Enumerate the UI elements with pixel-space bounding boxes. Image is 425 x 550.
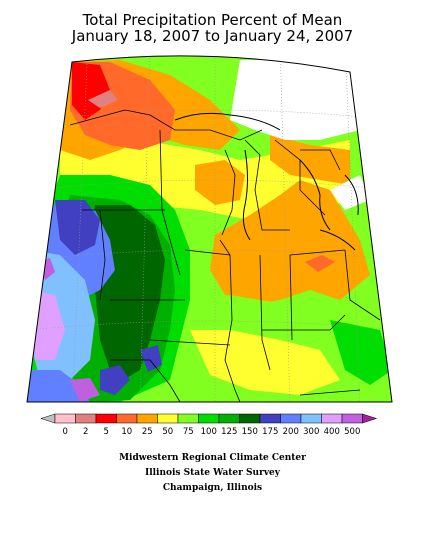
- legend-tick-label: 400: [324, 427, 340, 437]
- legend-swatch: [280, 413, 302, 424]
- color-legend: 0 2 5 10 25 50 75 100 125 150 175 200 300 400 500: [40, 413, 378, 437]
- state-boundaries: [69, 109, 381, 403]
- legend-arrow-high: [362, 413, 378, 424]
- legend-swatch: [198, 413, 220, 424]
- legend-swatch: [259, 413, 281, 424]
- legend-swatch: [116, 413, 138, 424]
- legend-swatch: [95, 413, 117, 424]
- legend-tick-label: 75: [183, 427, 194, 437]
- legend-tick-label: 5: [104, 427, 109, 437]
- legend-swatch: [218, 413, 240, 424]
- legend-swatch: [300, 413, 322, 424]
- legend-swatch: [321, 413, 343, 424]
- legend-tick-label: 150: [242, 427, 258, 437]
- legend-swatch: [341, 413, 363, 424]
- credit-survey: Illinois State Water Survey: [144, 468, 281, 478]
- legend-swatch: [177, 413, 199, 424]
- map-title: Total Precipitation Percent of Mean: [82, 11, 343, 29]
- legend-swatch: [239, 413, 261, 424]
- legend-tick-label: 25: [142, 427, 153, 437]
- legend-tick-label: 10: [121, 427, 132, 437]
- coastlines: [174, 112, 359, 251]
- precip-shading: [27, 55, 392, 403]
- legend-tick-label: 100: [201, 427, 217, 437]
- credit-center: Midwestern Regional Climate Center: [119, 453, 306, 463]
- legend-swatch: [75, 413, 97, 424]
- legend-arrow-low: [40, 413, 56, 424]
- legend-tick-label: 200: [283, 427, 299, 437]
- legend-swatch: [54, 413, 76, 424]
- map-border: [26, 55, 393, 403]
- legend-swatch: [136, 413, 158, 424]
- legend-tick-label: 2: [83, 427, 88, 437]
- legend-tick-label: 50: [162, 427, 173, 437]
- legend-tick-label: 125: [221, 427, 237, 437]
- legend-tick-label: 300: [303, 427, 319, 437]
- legend-tick-label: 0: [63, 427, 68, 437]
- legend-tick-label: 175: [262, 427, 278, 437]
- map-date-range: January 18, 2007 to January 24, 2007: [71, 27, 354, 45]
- graticule: [27, 55, 392, 403]
- credit-location: Champaign, Illinois: [162, 483, 263, 493]
- legend-tick-label: 500: [344, 427, 360, 437]
- legend-swatch: [157, 413, 179, 424]
